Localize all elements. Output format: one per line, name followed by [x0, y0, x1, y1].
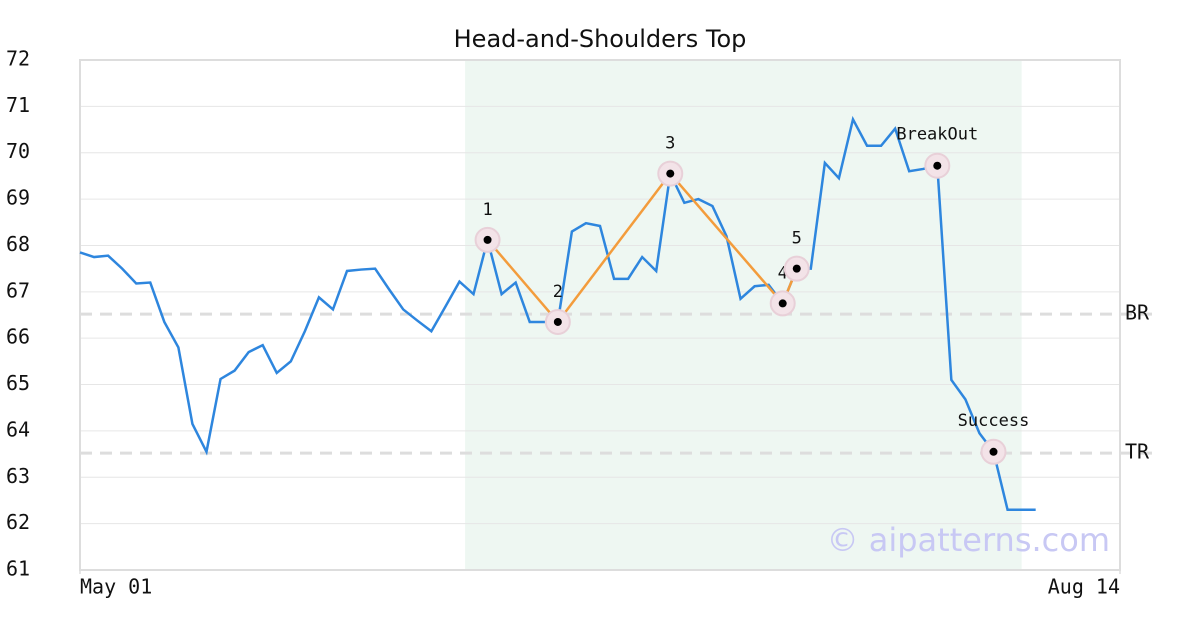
pattern-label: 2 [553, 282, 563, 302]
pattern-segment [486, 239, 559, 323]
pattern-point [553, 317, 562, 326]
y-tick-label: 68 [6, 232, 30, 256]
pattern-point [778, 299, 787, 308]
pattern-label: 1 [482, 200, 492, 220]
level-label: TR [1125, 440, 1150, 464]
event-point [989, 447, 998, 456]
y-tick-label: 70 [6, 139, 30, 163]
x-tick-label: Aug 14 [1048, 575, 1120, 599]
watermark: © aipatterns.com [827, 521, 1110, 559]
pattern-label: 4 [778, 263, 788, 283]
y-tick-label: 66 [6, 325, 30, 349]
y-tick-label: 65 [6, 371, 30, 395]
pattern-label: 3 [665, 134, 675, 154]
event-point [933, 161, 942, 170]
event-label: BreakOut [896, 125, 978, 145]
chart-title: Head-and-Shoulders Top [454, 25, 747, 53]
pattern-point [483, 235, 492, 244]
pattern-segment [669, 172, 784, 305]
x-tick-label: May 01 [80, 575, 152, 599]
event-label: Success [958, 411, 1030, 431]
y-tick-label: 63 [6, 464, 30, 488]
y-tick-label: 67 [6, 278, 30, 302]
y-tick-label: 71 [6, 93, 30, 117]
pattern-label: 5 [792, 229, 802, 249]
pattern-point [792, 264, 801, 273]
y-tick-label: 61 [6, 557, 30, 581]
y-tick-label: 64 [6, 417, 30, 441]
y-tick-label: 69 [6, 186, 30, 210]
y-tick-label: 62 [6, 510, 30, 534]
pattern-segment [556, 172, 672, 323]
y-tick-label: 72 [6, 47, 30, 71]
pattern-point [666, 169, 675, 178]
level-label: BR [1125, 301, 1150, 325]
